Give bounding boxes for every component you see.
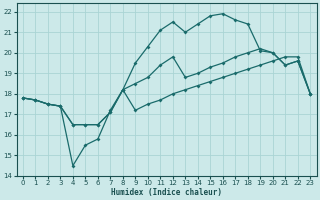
X-axis label: Humidex (Indice chaleur): Humidex (Indice chaleur) bbox=[111, 188, 222, 197]
